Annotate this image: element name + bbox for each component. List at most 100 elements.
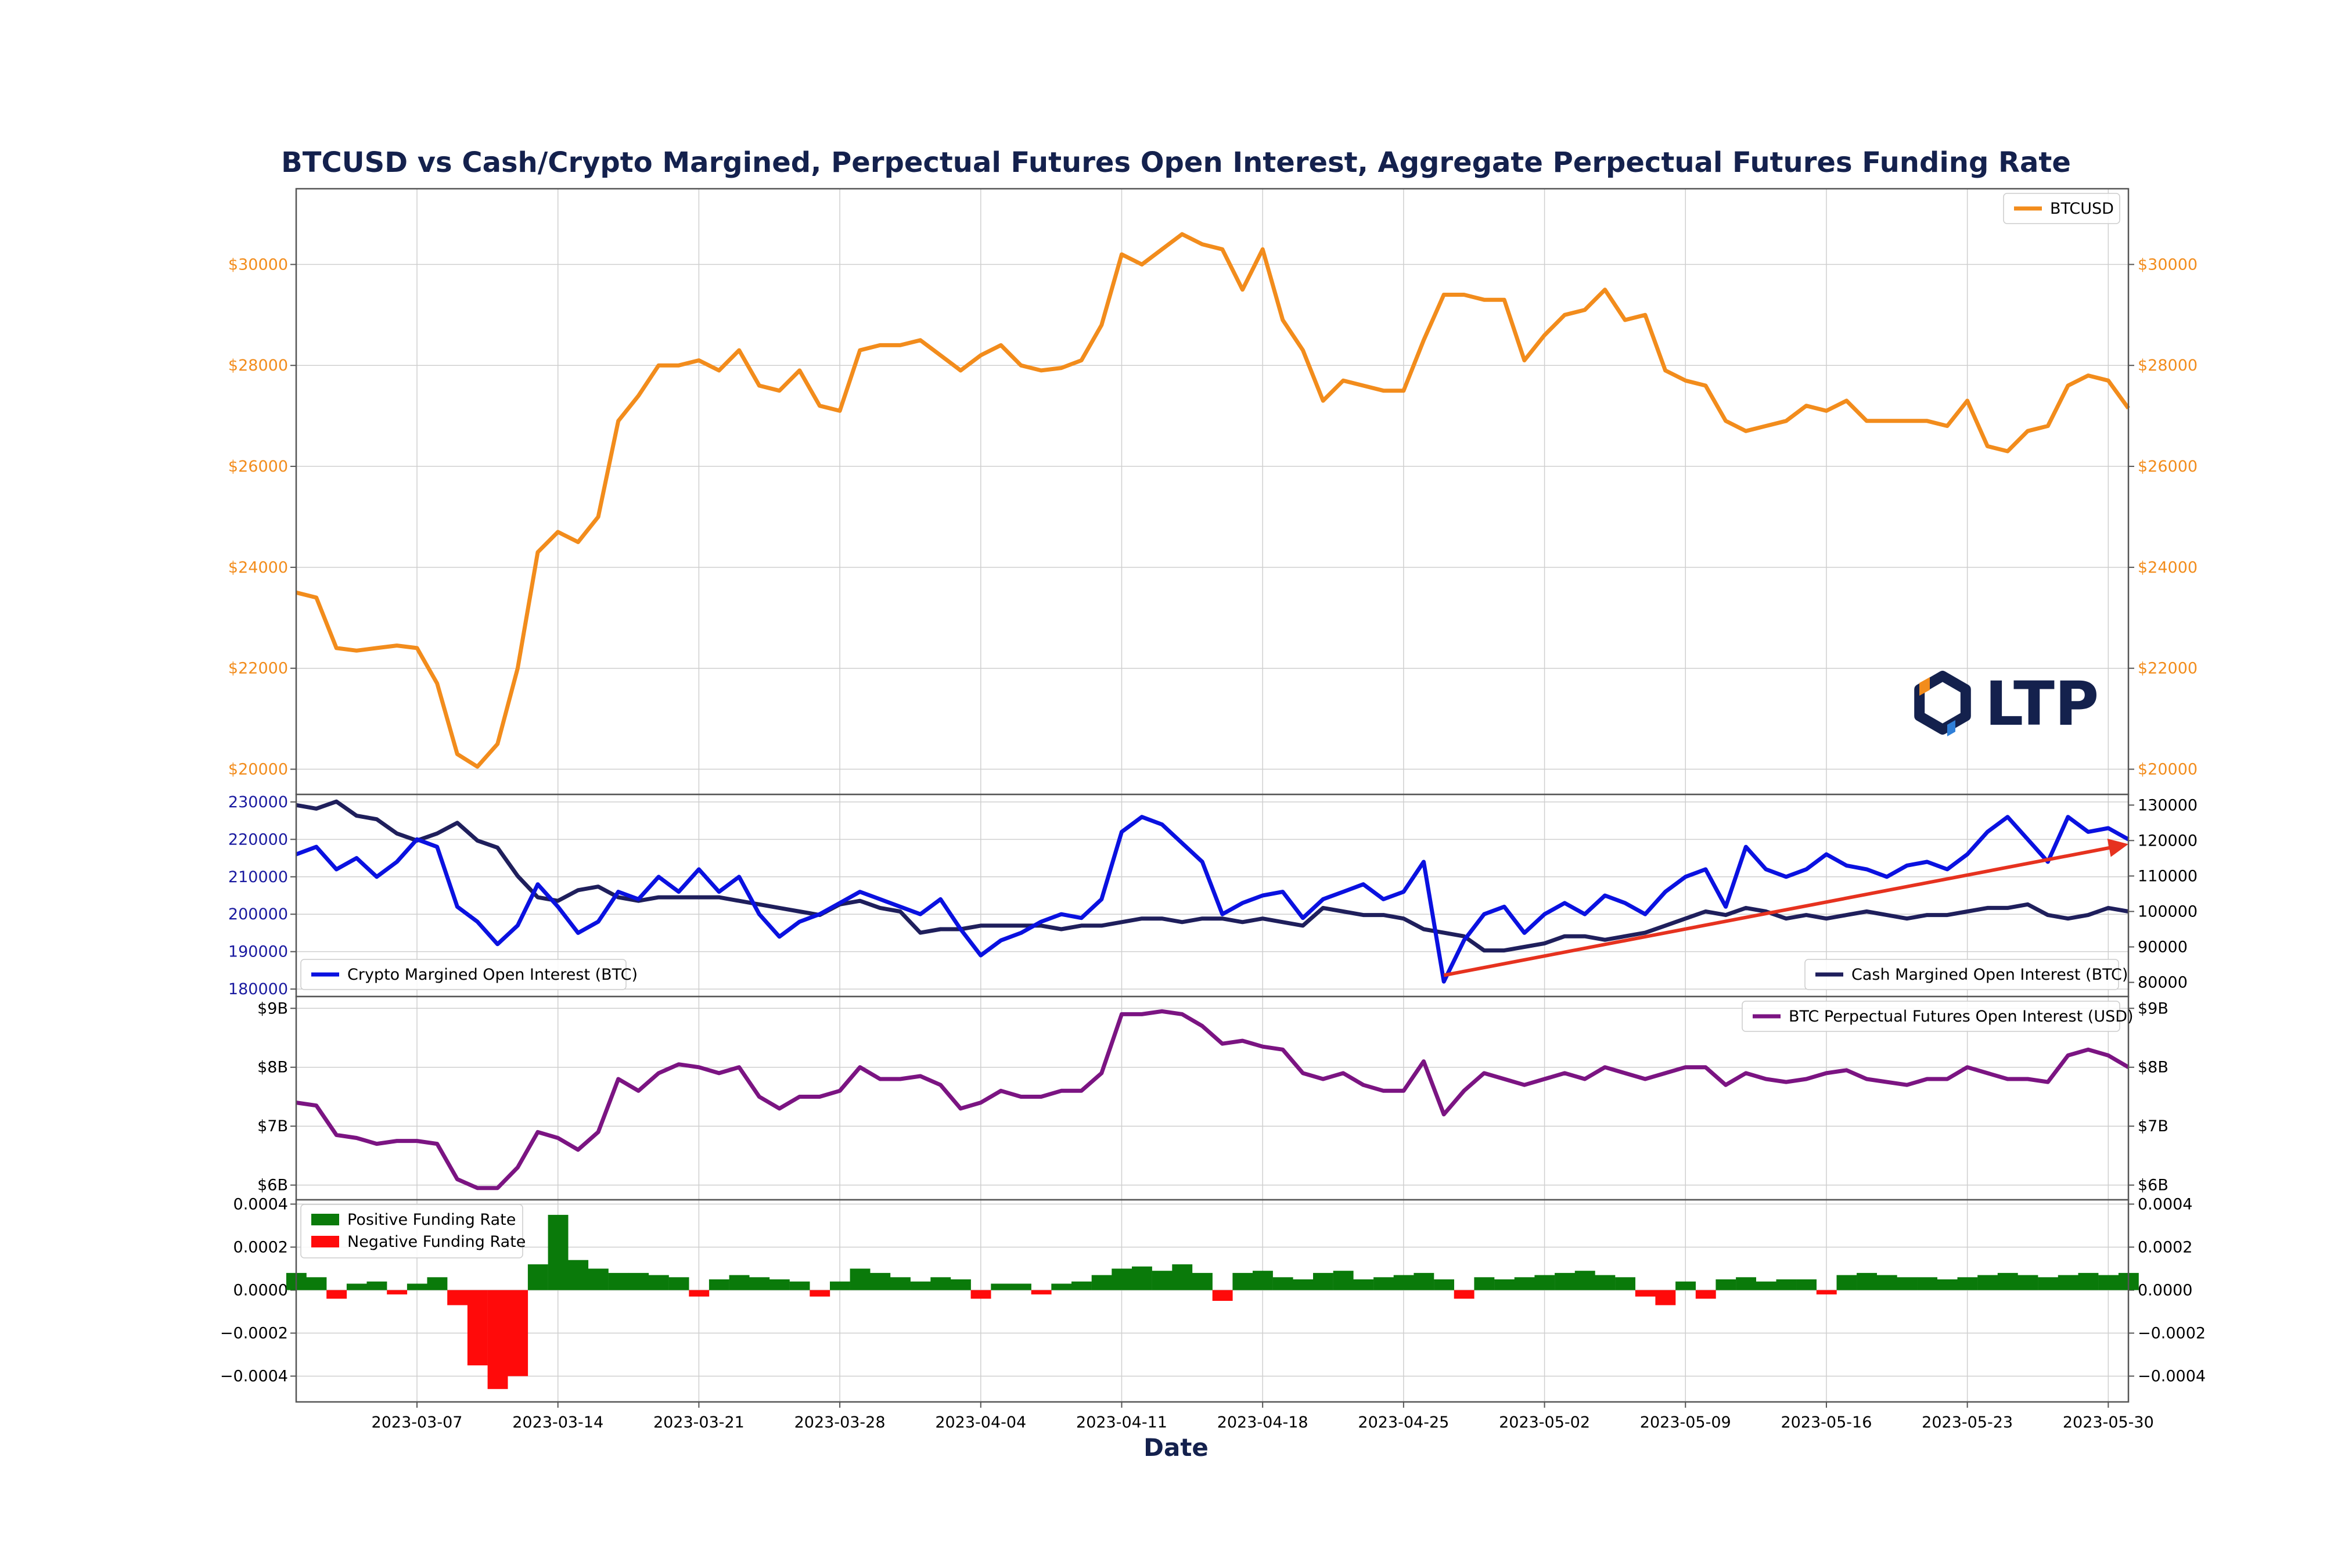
positive-funding-bar — [1796, 1279, 1817, 1290]
y-tick-label: $30000 — [228, 256, 288, 274]
positive-funding-bar — [769, 1279, 790, 1290]
x-tick-label: 2023-03-07 — [372, 1414, 463, 1432]
positive-funding-bar — [1917, 1277, 1937, 1290]
legend-box — [300, 1204, 523, 1258]
positive-funding-bar — [789, 1281, 810, 1290]
negative-funding-bar — [1454, 1290, 1475, 1299]
x-axis-label: Date — [1143, 1433, 1209, 1462]
positive-funding-bar — [1595, 1275, 1616, 1290]
positive-funding-bar — [1937, 1279, 1958, 1290]
positive-funding-bar — [1293, 1279, 1314, 1290]
x-tick-label: 2023-04-04 — [935, 1414, 1026, 1432]
positive-funding-bar — [1353, 1279, 1374, 1290]
y-tick-label: $6B — [2138, 1177, 2168, 1195]
chart-title: BTCUSD vs Cash/Crypto Margined, Perpectu… — [281, 146, 2071, 179]
negative-funding-bar — [970, 1290, 991, 1299]
y-tick-label: $9B — [257, 999, 288, 1017]
positive-funding-bar — [1574, 1271, 1595, 1290]
negative-funding-bar — [689, 1290, 710, 1297]
logo-blue-facet — [1947, 720, 1955, 736]
legend-label: Crypto Margined Open Interest (BTC) — [347, 966, 638, 984]
y-tick-label: 130000 — [2138, 796, 2198, 814]
positive-funding-bar — [1534, 1275, 1555, 1290]
y-tick-label: 0.0002 — [2138, 1238, 2192, 1256]
positive-funding-bar — [2078, 1272, 2099, 1290]
negative-funding-bar — [1695, 1290, 1716, 1299]
y-tick-label: 110000 — [2138, 867, 2198, 885]
cash-margined-line — [296, 799, 2129, 953]
y-tick-label: $8B — [2138, 1059, 2168, 1077]
positive-funding-bar — [1997, 1272, 2018, 1290]
y-tick-label: $9B — [2138, 999, 2168, 1017]
plot-area — [296, 1200, 2128, 1402]
positive-funding-bar — [668, 1277, 689, 1290]
y-tick-label: $24000 — [228, 559, 288, 577]
legend-label: Positive Funding Rate — [347, 1211, 516, 1229]
y-tick-label: 200000 — [228, 905, 288, 923]
positive-funding-bar — [527, 1264, 548, 1290]
y-tick-label: 0.0004 — [2138, 1195, 2192, 1213]
y-tick-label: 230000 — [228, 793, 288, 811]
y-tick-label: $6B — [257, 1177, 288, 1195]
y-tick-label: 180000 — [228, 980, 288, 998]
y-tick-label: $28000 — [2138, 357, 2198, 375]
legend-swatch — [311, 1214, 339, 1225]
positive-funding-bar — [1232, 1272, 1253, 1290]
x-tick-label: 2023-05-02 — [1499, 1414, 1590, 1432]
positive-funding-bar — [1836, 1275, 1857, 1290]
legend-box — [2003, 193, 2120, 224]
positive-funding-bar — [729, 1275, 750, 1290]
y-tick-label: $7B — [257, 1117, 288, 1135]
positive-funding-bar — [1977, 1275, 1998, 1290]
negative-funding-bar — [1635, 1290, 1656, 1297]
y-tick-label: 0.0000 — [2138, 1281, 2192, 1299]
negative-funding-bar — [467, 1290, 488, 1366]
y-tick-label: 190000 — [228, 943, 288, 961]
trend-arrow-head — [2107, 839, 2128, 857]
positive-funding-bar — [890, 1277, 911, 1290]
y-tick-label: 90000 — [2138, 938, 2188, 956]
legend-label: BTCUSD — [2050, 200, 2114, 218]
y-tick-label: −0.0004 — [220, 1368, 288, 1386]
positive-funding-bar — [1373, 1277, 1394, 1290]
y-tick-label: 120000 — [2138, 832, 2198, 850]
positive-funding-bar — [1675, 1281, 1696, 1290]
positive-funding-bar — [1393, 1275, 1414, 1290]
open-interest-btc-panel: 180000 190000 200000 210000 220000 230000 8000… — [228, 793, 2198, 998]
x-tick-label: 2023-03-14 — [512, 1414, 603, 1432]
positive-funding-bar — [850, 1268, 871, 1290]
y-tick-label: $20000 — [2138, 761, 2198, 779]
positive-funding-bar — [306, 1277, 327, 1290]
positive-funding-bar — [1736, 1277, 1756, 1290]
y-tick-label: $26000 — [228, 458, 288, 476]
price-panel: $20000 $20000 $22000 $22000 $24000 $24000 $260… — [228, 188, 2198, 796]
positive-funding-bar — [628, 1272, 649, 1290]
oi-usd-line — [296, 1009, 2130, 1191]
positive-funding-bar — [1152, 1271, 1173, 1290]
x-tick-label: 2023-04-18 — [1217, 1414, 1308, 1432]
y-tick-label: 220000 — [228, 830, 288, 848]
positive-funding-bar — [2017, 1275, 2038, 1290]
positive-funding-bar — [588, 1268, 609, 1290]
positive-funding-bar — [1091, 1275, 1112, 1290]
y-tick-label: $8B — [257, 1059, 288, 1077]
positive-funding-bar — [608, 1272, 629, 1290]
negative-funding-bar — [1212, 1290, 1233, 1301]
positive-funding-bar — [1132, 1266, 1152, 1290]
ltp-logo: LTP — [1914, 668, 2099, 739]
positive-funding-bar — [1434, 1279, 1454, 1290]
y-tick-label: 80000 — [2138, 974, 2188, 992]
x-tick-label: 2023-05-23 — [1922, 1414, 2013, 1432]
legend-box — [300, 959, 627, 990]
y-tick-label: $30000 — [2138, 256, 2198, 274]
positive-funding-bar — [951, 1279, 971, 1290]
positive-funding-bar — [830, 1281, 850, 1290]
positive-funding-bar — [1011, 1283, 1031, 1290]
y-tick-label: 0.0000 — [233, 1281, 288, 1299]
x-tick-label: 2023-03-28 — [794, 1414, 886, 1432]
negative-funding-bar — [810, 1290, 830, 1297]
positive-funding-bar — [1272, 1277, 1293, 1290]
positive-funding-bar — [2058, 1275, 2078, 1290]
positive-funding-bar — [1253, 1271, 1273, 1290]
